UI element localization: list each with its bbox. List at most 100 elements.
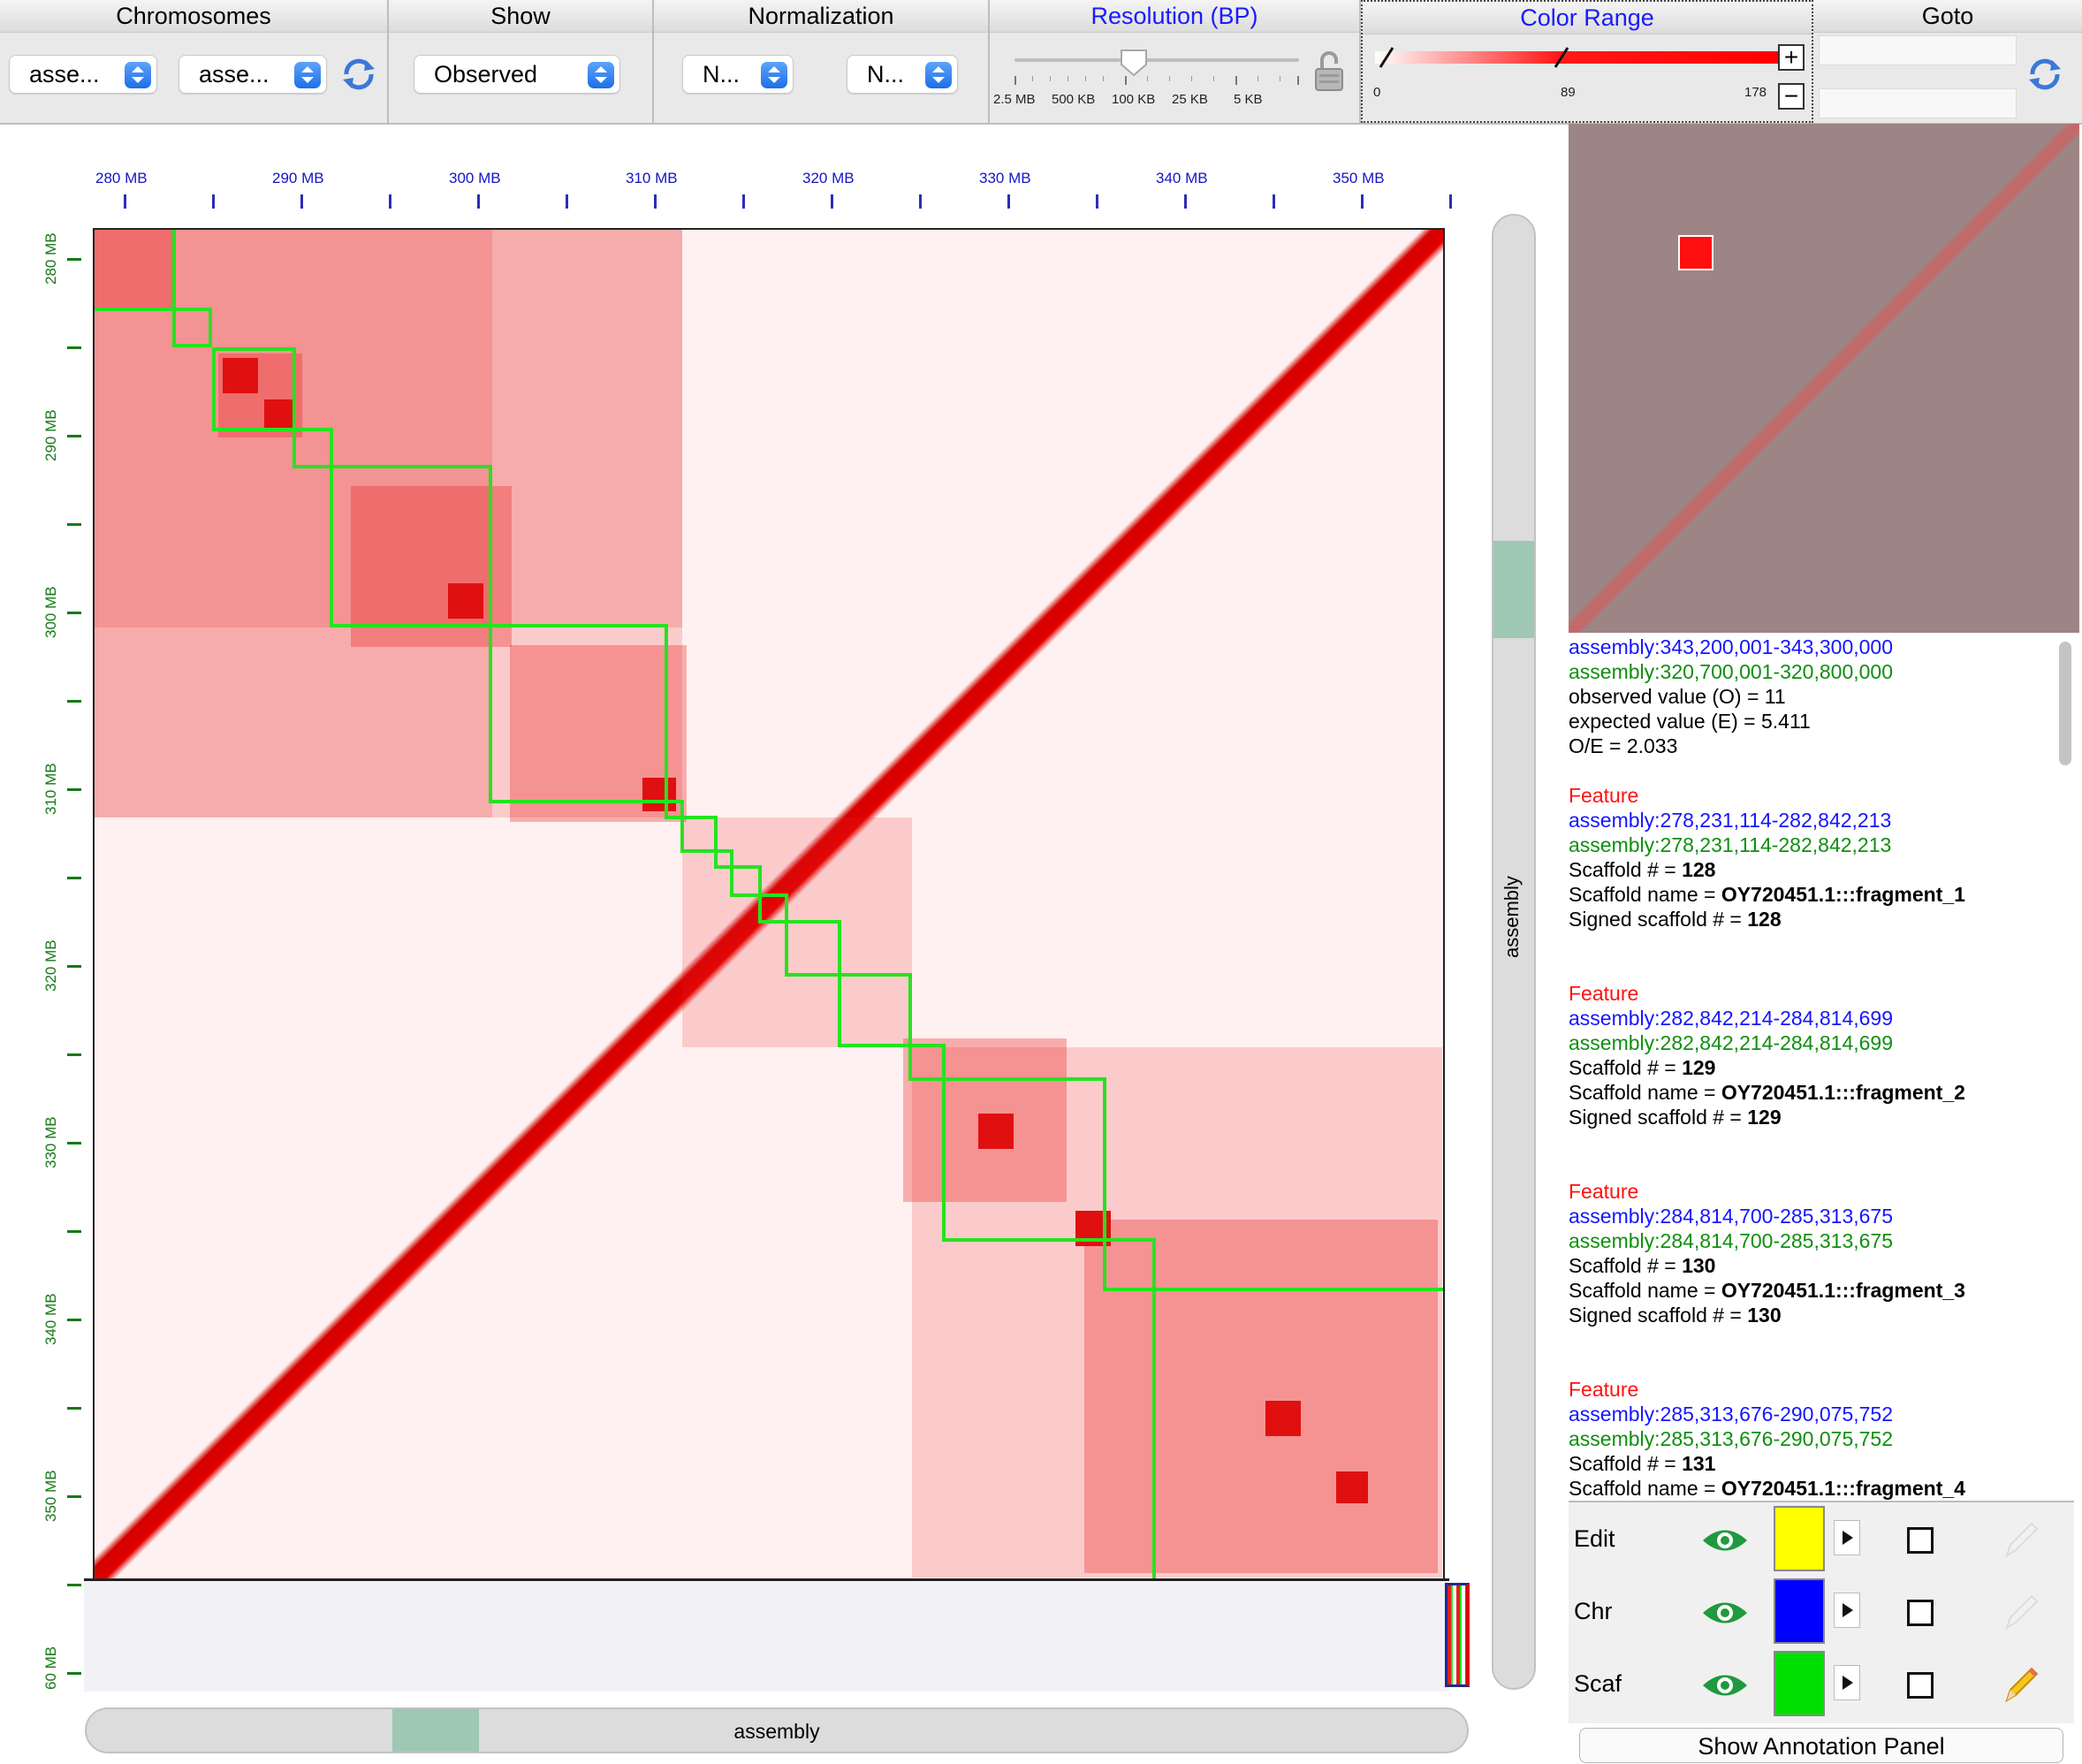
normalization-observed-select[interactable]: N...: [682, 55, 794, 94]
horizontal-scrollbar-label: assembly: [733, 1720, 820, 1743]
chromosome-x-value: asse...: [29, 61, 100, 87]
resolution-tick-label: 500 KB: [1052, 92, 1096, 107]
play-icon[interactable]: [1834, 1520, 1860, 1555]
feature-title: Feature: [1569, 1180, 1639, 1203]
goto-x-input[interactable]: [1819, 35, 2017, 65]
feature-y: assembly:278,231,114-282,842,213: [1569, 833, 1892, 856]
color-range-mid-label: 89: [1561, 85, 1576, 100]
thumbnail-viewport-box[interactable]: [1678, 235, 1713, 270]
small-chromosome-block: [1445, 1583, 1470, 1687]
signed-scaffold-number: Signed scaffold # = 129: [1569, 1106, 1782, 1129]
feature-block: Feature assembly:284,814,700-285,313,675…: [1569, 1179, 2063, 1327]
color-range-panel: Color Range 0 89 178 + −: [1361, 0, 1813, 123]
vertical-scrollbar-label: assembly: [1501, 876, 1523, 958]
layer-checkbox[interactable]: [1907, 1672, 1934, 1699]
show-annotation-panel-button[interactable]: Show Annotation Panel: [1579, 1728, 2063, 1763]
resolution-slider-thumb[interactable]: [1119, 48, 1149, 78]
y-axis-tick-label: 310 MB: [42, 763, 59, 815]
eye-icon[interactable]: [1701, 1670, 1749, 1700]
horizontal-scrollbar[interactable]: assembly: [85, 1707, 1469, 1753]
expected-value: expected value (E) = 5.411: [1569, 710, 1811, 733]
show-panel: Show Observed: [389, 0, 654, 123]
chromosome-x-select[interactable]: asse...: [9, 55, 157, 94]
unlock-icon[interactable]: [1313, 51, 1345, 92]
resolution-title[interactable]: Resolution (BP): [990, 0, 1359, 33]
x-axis-tick-label: 310 MB: [626, 170, 678, 186]
play-icon[interactable]: [1834, 1593, 1860, 1628]
x-axis-tick-label: 280 MB: [95, 170, 148, 186]
goto-panel: Goto: [1813, 0, 2082, 123]
feature-title: Feature: [1569, 784, 1639, 807]
resolution-tick-label: 100 KB: [1112, 92, 1156, 107]
feature-y: assembly:282,842,214-284,814,699: [1569, 1031, 1894, 1054]
thumbnail-map[interactable]: [1569, 124, 2079, 633]
normalization-control-value: N...: [867, 61, 905, 87]
color-range-minus-button[interactable]: −: [1778, 83, 1805, 110]
vertical-scroll-thumb[interactable]: [1493, 541, 1534, 638]
show-title: Show: [389, 0, 652, 33]
color-range-gradient[interactable]: [1375, 51, 1778, 64]
y-axis-tick-label: 330 MB: [42, 1116, 59, 1168]
layer-checkbox[interactable]: [1907, 1527, 1934, 1554]
layer-color-swatch[interactable]: [1774, 1506, 1825, 1571]
goto-refresh-icon[interactable]: [2025, 55, 2064, 94]
stepper-icon: [588, 62, 614, 88]
chromosome-y-value: asse...: [199, 61, 270, 87]
display-option-select[interactable]: Observed: [414, 55, 620, 94]
stepper-icon: [294, 62, 321, 88]
resolution-panel: Resolution (BP) 2.5 MB 500 KB 100 KB 25 …: [990, 0, 1361, 123]
layer-color-swatch[interactable]: [1774, 1578, 1825, 1644]
vertical-scrollbar[interactable]: assembly: [1492, 214, 1536, 1690]
color-range-plus-button[interactable]: +: [1778, 44, 1805, 71]
resolution-slider-track[interactable]: [1014, 58, 1299, 62]
heatmap-canvas: [95, 230, 1443, 1578]
horizontal-scroll-thumb[interactable]: [392, 1709, 479, 1752]
inter-chromosome-strip: [84, 1578, 1470, 1692]
layer-row-chr: Chr: [1569, 1575, 2074, 1646]
y-axis-tick-label: 290 MB: [42, 409, 59, 461]
y-axis-tick-label: 60 MB: [42, 1646, 59, 1690]
layer-color-swatch[interactable]: [1774, 1651, 1825, 1716]
color-range-mid-thumb[interactable]: [1552, 44, 1571, 71]
feature-x: assembly:284,814,700-285,313,675: [1569, 1205, 1894, 1228]
chromosomes-panel: Chromosomes asse... asse...: [0, 0, 389, 123]
scaffold-number: Scaffold # = 128: [1569, 858, 1716, 881]
scaffold-name: Scaffold name = OY720451.1:::fragment_1: [1569, 883, 1965, 906]
stepper-icon: [761, 62, 787, 88]
toolbar: Chromosomes asse... asse... Show Observe…: [0, 0, 2082, 125]
layer-name: Edit: [1574, 1525, 1615, 1552]
scaffold-number: Scaffold # = 130: [1569, 1254, 1716, 1277]
layer-checkbox[interactable]: [1907, 1600, 1934, 1626]
y-axis-tick-label: 350 MB: [42, 1470, 59, 1522]
contact-map[interactable]: [93, 228, 1445, 1580]
annotation-layers-panel: Edit Chr Scaf: [1569, 1501, 2074, 1723]
layer-row-edit: Edit: [1569, 1502, 2074, 1573]
resolution-tick-label: 2.5 MB: [993, 92, 1036, 107]
play-icon[interactable]: [1834, 1665, 1860, 1700]
color-range-min-thumb[interactable]: [1377, 44, 1396, 71]
info-panel-scrollbar[interactable]: [2059, 642, 2071, 765]
feature-y: assembly:285,313,676-290,075,752: [1569, 1427, 1894, 1450]
color-range-title[interactable]: Color Range: [1363, 2, 1812, 34]
normalization-title: Normalization: [654, 0, 988, 33]
y-axis-tick-label: 300 MB: [42, 586, 59, 638]
refresh-icon[interactable]: [339, 55, 378, 94]
resolution-tick-label: 5 KB: [1234, 92, 1263, 107]
layer-name: Scaf: [1574, 1670, 1622, 1697]
goto-title: Goto: [1813, 0, 2082, 33]
thumbnail-diagonal: [1569, 124, 2079, 633]
stepper-icon: [925, 62, 952, 88]
normalization-control-select[interactable]: N...: [847, 55, 958, 94]
eye-icon[interactable]: [1701, 1525, 1749, 1555]
stepper-icon: [125, 62, 151, 88]
chromosome-y-select[interactable]: asse...: [179, 55, 327, 94]
goto-y-input[interactable]: [1819, 88, 2017, 118]
scaffold-number: Scaffold # = 129: [1569, 1056, 1716, 1079]
feature-title: Feature: [1569, 1378, 1639, 1401]
scaffold-name: Scaffold name = OY720451.1:::fragment_4: [1569, 1477, 1965, 1500]
normalization-panel: Normalization N... N...: [654, 0, 990, 123]
scaffold-name: Scaffold name = OY720451.1:::fragment_3: [1569, 1279, 1965, 1302]
normalization-observed-value: N...: [703, 61, 741, 87]
pencil-icon[interactable]: [2000, 1663, 2042, 1706]
eye-icon[interactable]: [1701, 1598, 1749, 1628]
